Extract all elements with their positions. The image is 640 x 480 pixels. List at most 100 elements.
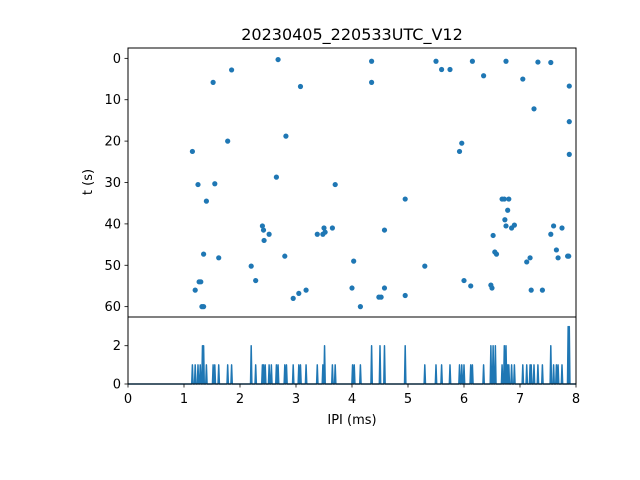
scatter-y-tick-label: 10: [104, 93, 121, 108]
scatter-point: [433, 58, 439, 64]
scatter-point: [357, 304, 363, 310]
scatter-point: [551, 223, 557, 229]
scatter-point: [566, 119, 572, 125]
scatter-point: [505, 207, 511, 213]
scatter-point: [266, 231, 272, 237]
scatter-point: [296, 290, 302, 297]
scatter-point: [489, 285, 495, 291]
histogram-x-tick-label: 2: [236, 392, 244, 407]
histogram-x-tick-label: 5: [404, 392, 412, 407]
scatter-point: [189, 148, 195, 155]
scatter-point: [282, 253, 288, 259]
scatter-point: [198, 279, 204, 285]
scatter-point: [229, 67, 235, 73]
scatter-point: [275, 56, 281, 63]
scatter-point: [332, 181, 338, 188]
scatter-point: [259, 223, 265, 229]
histogram-x-tick-label: 4: [348, 392, 356, 407]
scatter-point: [553, 247, 560, 253]
scatter-point: [535, 59, 541, 65]
scatter-point: [402, 196, 408, 202]
scatter-point: [321, 225, 327, 231]
scatter-point: [490, 232, 496, 239]
scatter-point: [203, 198, 209, 204]
scatter-point: [381, 227, 388, 233]
scatter-point: [261, 237, 267, 244]
scatter-point: [503, 223, 509, 229]
histogram-x-axis-label: IPI (ms): [327, 413, 376, 428]
scatter-point: [212, 181, 218, 187]
scatter-point: [503, 58, 509, 64]
histogram-x-tick-label: 8: [572, 392, 580, 407]
histogram-x-ticks: 0 1 2 3 4 5 6 7 8: [124, 384, 580, 407]
scatter-point: [314, 231, 320, 237]
scatter-y-tick-label: 20: [104, 135, 121, 150]
scatter-point: [201, 304, 207, 310]
scatter-point: [253, 277, 259, 284]
scatter-y-tick-label: 50: [104, 259, 121, 274]
scatter-point: [506, 196, 512, 202]
scatter-point: [369, 79, 375, 85]
scatter-point: [260, 227, 267, 233]
scatter-point: [349, 285, 355, 291]
scatter-point: [210, 79, 216, 85]
scatter-point: [555, 255, 561, 261]
scatter-point: [195, 181, 201, 188]
scatter-point: [461, 277, 467, 284]
scatter-point: [422, 263, 428, 269]
chart-title: 20230405_220533UTC_V12: [241, 25, 463, 45]
scatter-point: [248, 263, 254, 269]
histogram-x-tick-label: 6: [460, 392, 468, 407]
histogram-x-tick-label: 0: [124, 392, 132, 407]
scatter-point: [216, 255, 222, 261]
scatter-point: [566, 151, 572, 157]
scatter-point: [566, 83, 572, 89]
scatter-y-tick-label: 40: [104, 217, 121, 232]
scatter-point: [459, 140, 465, 146]
scatter-point: [273, 174, 279, 180]
scatter-point: [225, 138, 231, 144]
scatter-point: [511, 222, 517, 228]
scatter-point: [468, 283, 474, 289]
scatter-point: [493, 251, 500, 257]
scatter-panel: 0 10 20 30 40 50 60 t (s): [81, 47, 577, 318]
scatter-point: [456, 148, 463, 155]
scatter-point: [559, 225, 565, 231]
scatter-point: [283, 133, 289, 139]
scatter-point: [447, 66, 453, 73]
scatter-point: [303, 287, 309, 293]
scatter-point: [439, 66, 445, 73]
scatter-y-ticks: 0 10 20 30 40 50 60: [104, 52, 128, 315]
scatter-point: [378, 294, 384, 300]
histogram-y-ticks: 02: [113, 339, 128, 393]
scatter-point: [369, 58, 375, 64]
scatter-point: [201, 251, 207, 257]
scatter-point: [351, 258, 357, 264]
histogram-y-tick-label: 0: [113, 378, 121, 393]
scatter-point: [548, 231, 554, 237]
scatter-y-tick-label: 0: [113, 52, 121, 67]
scatter-point: [481, 73, 487, 79]
scatter-point: [469, 58, 475, 64]
scatter-point: [527, 255, 533, 261]
scatter-point: [297, 83, 304, 90]
histogram-frame: [127, 316, 577, 385]
scatter-point: [566, 253, 572, 259]
histogram-y-tick-label: 2: [113, 339, 121, 354]
scatter-point: [290, 295, 296, 301]
scatter-point: [531, 106, 537, 112]
scatter-point: [524, 259, 530, 265]
scatter-point: [381, 285, 388, 291]
scatter-point: [192, 287, 198, 293]
scatter-y-tick-label: 30: [104, 176, 121, 191]
scatter-point: [329, 225, 335, 231]
scatter-point: [528, 287, 534, 293]
scatter-y-axis-label: t (s): [81, 169, 96, 195]
scatter-point: [402, 292, 408, 299]
scatter-point: [539, 287, 546, 293]
scatter-point: [501, 196, 507, 202]
scatter-point: [322, 229, 328, 235]
